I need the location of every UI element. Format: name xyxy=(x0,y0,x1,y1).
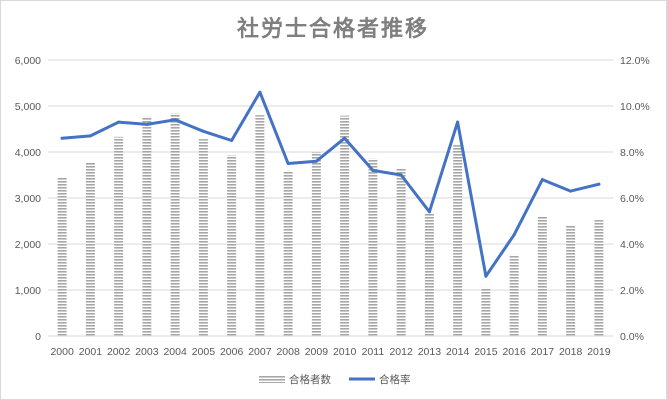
x-tick-label: 2013 xyxy=(418,346,442,358)
legend-label-line: 合格率 xyxy=(379,373,411,386)
bar-2008 xyxy=(283,171,293,336)
x-tick-label: 2001 xyxy=(79,346,103,358)
line-point-2014 xyxy=(456,120,460,124)
x-tick-label: 2009 xyxy=(305,346,329,358)
y-right-tick-label: 8.0% xyxy=(620,147,644,159)
x-tick-label: 2002 xyxy=(107,346,131,358)
bar-2004 xyxy=(170,113,180,336)
chart-title: 社労士合格者推移 xyxy=(237,16,429,42)
x-tick-label: 2017 xyxy=(531,346,555,358)
x-tick-label: 2003 xyxy=(135,346,159,358)
bar-2011 xyxy=(368,158,378,336)
pass-rate-line xyxy=(60,90,601,278)
line-point-2010 xyxy=(343,136,347,140)
bar-2017 xyxy=(537,215,547,336)
x-tick-label: 2007 xyxy=(248,346,272,358)
legend: 合格者数 合格率 xyxy=(259,373,411,386)
y-right-tick-label: 10.0% xyxy=(620,101,650,113)
x-tick-label: 2006 xyxy=(220,346,244,358)
line-point-2018 xyxy=(569,189,573,193)
line-point-2019 xyxy=(597,182,601,186)
bar-2005 xyxy=(198,139,208,336)
bar-2001 xyxy=(85,162,95,336)
line-point-2002 xyxy=(117,120,121,124)
y-left-tick-label: 6,000 xyxy=(15,55,41,67)
line-point-2008 xyxy=(286,162,290,165)
y-left-tick-label: 1,000 xyxy=(15,285,41,297)
x-tick-label: 2004 xyxy=(163,346,187,358)
y-left-tick-label: 0 xyxy=(35,331,41,343)
line-point-2011 xyxy=(371,168,375,172)
bar-2013 xyxy=(424,213,434,336)
x-tick-label: 2012 xyxy=(389,346,413,358)
x-axis: 2000 2001 2002 2003 2004 2005 2006 2007 2008 2009… xyxy=(50,346,610,358)
x-tick-label: 2008 xyxy=(276,346,300,358)
bar-2002 xyxy=(114,136,124,336)
line-point-2007 xyxy=(258,90,262,94)
line-point-2012 xyxy=(399,173,403,177)
x-tick-label: 2005 xyxy=(192,346,216,358)
line-point-2017 xyxy=(540,178,544,182)
x-tick-label: 2014 xyxy=(446,346,470,358)
line-point-2015 xyxy=(484,274,488,278)
bar-2014 xyxy=(453,145,463,336)
line-point-2016 xyxy=(512,233,516,237)
x-tick-label: 2000 xyxy=(50,346,74,358)
y-right-tick-label: 6.0% xyxy=(620,193,644,205)
x-tick-label: 2018 xyxy=(559,346,583,358)
x-tick-label: 2019 xyxy=(587,346,611,358)
line-point-2006 xyxy=(230,139,234,142)
line-point-2013 xyxy=(427,210,431,214)
y-left-tick-label: 3,000 xyxy=(15,193,41,205)
bar-2015 xyxy=(481,287,491,336)
y-right-tick-label: 0.0% xyxy=(620,331,644,343)
line-point-2001 xyxy=(88,134,92,138)
bar-2009 xyxy=(311,152,321,336)
y-axis-left: 0 1,000 2,000 3,000 4,000 5,000 6,000 xyxy=(15,55,41,343)
line-point-2005 xyxy=(201,129,205,133)
bar-2010 xyxy=(340,115,350,336)
legend-label-bar: 合格者数 xyxy=(289,373,331,386)
y-left-tick-label: 2,000 xyxy=(15,239,41,251)
line-point-2000 xyxy=(60,136,64,140)
x-tick-label: 2015 xyxy=(474,346,498,358)
legend-swatch-bar xyxy=(259,375,285,383)
bar-2007 xyxy=(255,115,265,336)
y-right-tick-label: 12.0% xyxy=(620,55,650,67)
y-left-tick-label: 4,000 xyxy=(15,147,41,159)
gridlines xyxy=(48,59,613,337)
bar-2006 xyxy=(227,155,237,336)
bar-2018 xyxy=(566,225,576,336)
line-series xyxy=(60,90,601,278)
y-right-tick-label: 4.0% xyxy=(620,239,644,251)
bar-2003 xyxy=(142,116,152,336)
bar-2019 xyxy=(594,220,604,336)
line-point-2004 xyxy=(173,118,177,122)
y-axis-right: 0.0% 2.0% 4.0% 6.0% 8.0% 10.0% 12.0% xyxy=(620,55,650,343)
bar-2012 xyxy=(396,169,406,336)
bar-series xyxy=(57,113,604,336)
bar-2016 xyxy=(509,254,519,336)
y-left-tick-label: 5,000 xyxy=(15,101,41,113)
bar-2000 xyxy=(57,177,67,336)
y-right-tick-label: 2.0% xyxy=(620,285,644,297)
line-point-2003 xyxy=(145,122,149,126)
x-tick-label: 2016 xyxy=(502,346,526,358)
line-point-2009 xyxy=(314,159,318,163)
x-tick-label: 2010 xyxy=(333,346,357,358)
x-tick-label: 2011 xyxy=(362,346,385,358)
